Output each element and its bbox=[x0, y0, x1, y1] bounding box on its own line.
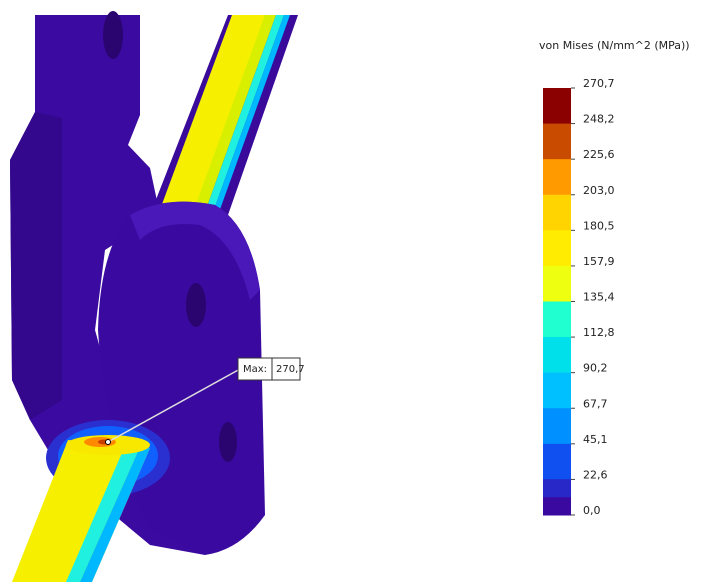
color-band bbox=[543, 195, 571, 231]
color-band bbox=[543, 124, 571, 160]
hole bbox=[103, 11, 123, 59]
color-band bbox=[543, 408, 571, 444]
color-band bbox=[543, 337, 571, 373]
model bbox=[10, 11, 298, 582]
legend-label: 180,5 bbox=[583, 219, 615, 232]
color-band bbox=[543, 230, 571, 266]
color-band bbox=[543, 479, 571, 497]
hole bbox=[186, 283, 206, 327]
legend-title: von Mises (N/mm^2 (MPa)) bbox=[539, 39, 690, 52]
callout-label: Max: bbox=[243, 364, 267, 375]
callout-value: 270,7 bbox=[276, 364, 305, 375]
legend-label: 135,4 bbox=[583, 291, 615, 304]
legend-label: 45,1 bbox=[583, 433, 608, 446]
legend-label: 22,6 bbox=[583, 468, 608, 481]
legend-label: 67,7 bbox=[583, 397, 608, 410]
color-band bbox=[543, 302, 571, 338]
legend-label: 270,7 bbox=[583, 77, 615, 90]
color-band bbox=[543, 88, 571, 124]
legend-label: 112,8 bbox=[583, 326, 615, 339]
legend-label: 248,2 bbox=[583, 113, 615, 126]
legend-label: 225,6 bbox=[583, 148, 615, 161]
color-band bbox=[543, 159, 571, 195]
screenshot: Max: 270,7 von Mises (N/mm^2 (MPa)) 270,… bbox=[0, 0, 707, 582]
color-band bbox=[543, 266, 571, 302]
viewport: Max: 270,7 von Mises (N/mm^2 (MPa)) 270,… bbox=[0, 0, 707, 582]
color-band bbox=[543, 444, 571, 480]
legend-label: 0,0 bbox=[583, 504, 601, 517]
body-side bbox=[10, 112, 62, 420]
legend-label: 157,9 bbox=[583, 255, 615, 268]
hole bbox=[219, 422, 237, 462]
callout-point bbox=[106, 440, 111, 445]
legend-label: 203,0 bbox=[583, 184, 615, 197]
color-band bbox=[543, 373, 571, 409]
legend-label: 90,2 bbox=[583, 362, 608, 375]
